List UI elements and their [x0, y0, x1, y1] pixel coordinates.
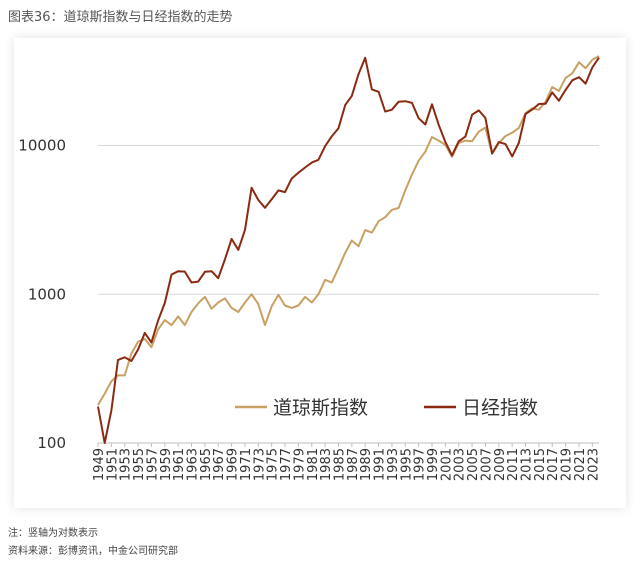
y-tick-label: 1000 — [28, 285, 66, 303]
x-tick-label: 2021 — [573, 448, 588, 481]
y-axis: 100 1000 10000 — [18, 137, 66, 452]
x-tick-label: 1975 — [266, 448, 281, 481]
x-tick-label: 2001 — [439, 448, 454, 481]
x-axis: 1949195119531955195719591961196319651967… — [92, 442, 601, 481]
x-tick-label: 2011 — [506, 448, 521, 481]
x-tick-label: 1987 — [346, 448, 361, 481]
x-tick-label: 1957 — [145, 448, 160, 481]
x-tick-label: 1949 — [92, 448, 107, 481]
x-tick-label: 1951 — [105, 448, 120, 481]
legend: 道琼斯指数 日经指数 — [235, 397, 538, 419]
x-tick-label: 1963 — [186, 448, 201, 481]
x-tick-label: 1999 — [426, 448, 441, 481]
x-tick-label: 1967 — [212, 448, 227, 481]
x-tick-label: 1983 — [319, 448, 334, 481]
x-tick-label: 2007 — [479, 448, 494, 481]
x-tick-label: 1997 — [413, 448, 428, 481]
series-line-1 — [97, 56, 600, 444]
legend-label-0: 道琼斯指数 — [273, 397, 368, 419]
x-tick-label: 2023 — [586, 448, 601, 481]
x-tick-label: 1953 — [119, 448, 134, 481]
legend-label-1: 日经指数 — [462, 397, 538, 419]
x-tick-label: 1979 — [292, 448, 307, 481]
x-tick-label: 2009 — [493, 448, 508, 481]
series-line-0 — [97, 55, 600, 406]
x-tick-label: 2019 — [560, 448, 575, 481]
x-tick-label: 1981 — [306, 448, 321, 481]
y-tick-label: 100 — [37, 434, 66, 452]
x-tick-label: 1985 — [332, 448, 347, 481]
x-tick-label: 2017 — [546, 448, 561, 481]
y-tick-label: 10000 — [18, 137, 66, 155]
x-tick-label: 1961 — [172, 448, 187, 481]
x-tick-label: 1959 — [159, 448, 174, 481]
x-tick-label: 2003 — [453, 448, 468, 481]
x-tick-label: 1989 — [359, 448, 374, 481]
x-tick-label: 1969 — [226, 448, 241, 481]
figure-title: 图表36：道琼斯指数与日经指数的走势 — [8, 10, 233, 25]
x-tick-label: 1955 — [132, 448, 147, 481]
footnote-source: 资料来源：彭博资讯，中金公司研究部 — [8, 546, 178, 557]
x-tick-label: 1973 — [252, 448, 267, 481]
footnote-axis-note: 注：竖轴为对数表示 — [8, 528, 98, 539]
x-tick-label: 2015 — [533, 448, 548, 481]
series-lines — [97, 55, 600, 444]
x-tick-label: 1993 — [386, 448, 401, 481]
x-tick-label: 1991 — [373, 448, 388, 481]
x-tick-label: 2013 — [520, 448, 535, 481]
x-tick-label: 1971 — [239, 448, 254, 481]
x-tick-label: 1965 — [199, 448, 214, 481]
x-tick-label: 1977 — [279, 448, 294, 481]
x-tick-label: 1995 — [399, 448, 414, 481]
chart-panel: 100 1000 10000 1949 1951 1953 1955 1957 1959 196… — [14, 38, 626, 508]
x-tick-label: 2005 — [466, 448, 481, 481]
